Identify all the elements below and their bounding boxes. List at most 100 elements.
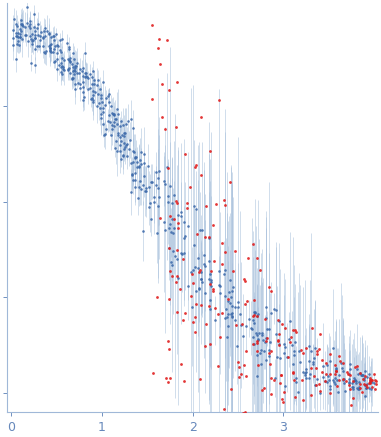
Point <box>115 111 122 118</box>
Point <box>319 368 325 375</box>
Point <box>66 45 72 52</box>
Point <box>52 58 58 65</box>
Point <box>207 148 213 155</box>
Point <box>196 269 202 276</box>
Point <box>165 198 171 205</box>
Point <box>168 258 174 265</box>
Point <box>112 144 118 151</box>
Point <box>362 381 368 388</box>
Point <box>37 36 43 43</box>
Point <box>362 392 368 399</box>
Point <box>309 325 315 332</box>
Point <box>119 132 125 139</box>
Point <box>151 194 157 201</box>
Point <box>262 339 268 346</box>
Point <box>311 372 317 379</box>
Point <box>109 110 115 117</box>
Point <box>77 81 83 88</box>
Point <box>278 371 284 378</box>
Point <box>360 381 367 388</box>
Point <box>340 368 346 375</box>
Point <box>336 371 343 378</box>
Point <box>196 284 202 291</box>
Point <box>206 257 212 264</box>
Point <box>210 221 216 228</box>
Point <box>130 125 136 132</box>
Point <box>256 329 263 336</box>
Point <box>203 203 209 210</box>
Point <box>168 229 174 236</box>
Point <box>371 371 377 378</box>
Point <box>71 70 77 77</box>
Point <box>369 378 375 385</box>
Point <box>231 268 237 275</box>
Point <box>363 385 369 392</box>
Point <box>275 317 281 324</box>
Point <box>303 366 309 373</box>
Point <box>216 97 222 104</box>
Point <box>42 33 48 40</box>
Point <box>293 328 299 335</box>
Point <box>306 343 312 350</box>
Point <box>72 85 78 92</box>
Point <box>48 40 54 47</box>
Point <box>17 33 23 40</box>
Point <box>70 49 76 56</box>
Point <box>239 321 245 328</box>
Point <box>80 73 86 80</box>
Point <box>355 386 362 393</box>
Point <box>299 350 306 357</box>
Point <box>181 219 187 226</box>
Point <box>367 371 373 378</box>
Point <box>367 376 373 383</box>
Point <box>356 379 362 386</box>
Point <box>122 139 128 146</box>
Point <box>347 385 353 392</box>
Point <box>251 296 257 303</box>
Point <box>162 226 168 233</box>
Point <box>48 34 54 41</box>
Point <box>18 21 24 28</box>
Point <box>106 91 112 98</box>
Point <box>268 309 274 316</box>
Point <box>22 31 28 38</box>
Point <box>275 337 281 344</box>
Point <box>111 123 117 130</box>
Point <box>327 385 333 392</box>
Point <box>110 119 117 126</box>
Point <box>240 275 247 282</box>
Point <box>44 28 50 35</box>
Point <box>139 182 146 189</box>
Point <box>31 23 37 30</box>
Point <box>355 386 361 393</box>
Point <box>64 40 70 47</box>
Point <box>27 59 34 66</box>
Point <box>58 64 64 71</box>
Point <box>219 260 225 267</box>
Point <box>303 369 309 376</box>
Point <box>199 226 205 233</box>
Point <box>164 37 170 44</box>
Point <box>333 368 339 375</box>
Point <box>310 358 316 365</box>
Point <box>121 133 127 140</box>
Point <box>188 293 194 300</box>
Point <box>237 310 243 317</box>
Point <box>338 360 344 367</box>
Point <box>10 34 16 41</box>
Point <box>277 371 283 378</box>
Point <box>308 365 314 372</box>
Point <box>113 115 119 122</box>
Point <box>190 242 197 249</box>
Point <box>364 380 370 387</box>
Point <box>118 137 125 144</box>
Point <box>131 148 137 155</box>
Point <box>263 337 269 344</box>
Point <box>341 379 347 386</box>
Point <box>327 383 333 390</box>
Point <box>248 325 254 332</box>
Point <box>95 76 101 83</box>
Point <box>132 169 138 176</box>
Point <box>29 38 35 45</box>
Point <box>242 408 248 415</box>
